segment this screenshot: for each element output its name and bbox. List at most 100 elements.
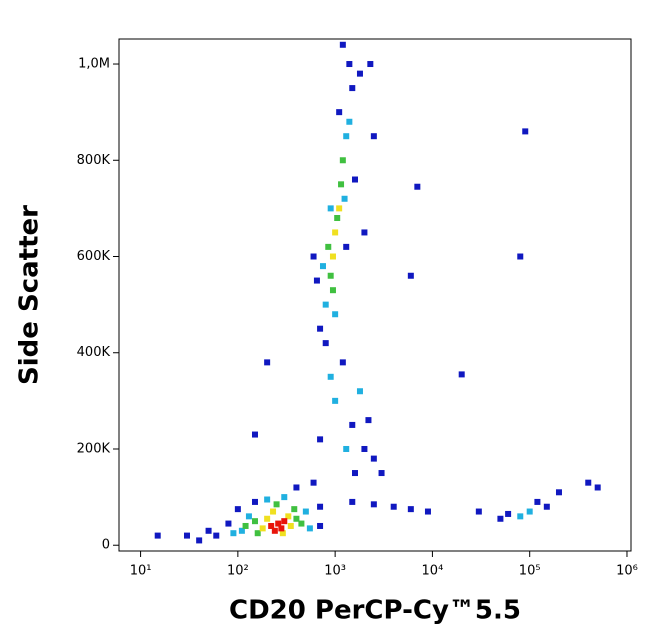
event-point xyxy=(327,205,334,212)
event-point xyxy=(298,520,305,527)
event-point xyxy=(370,501,377,508)
event-point xyxy=(213,532,220,539)
event-point xyxy=(517,253,524,260)
event-point xyxy=(339,157,346,164)
event-point xyxy=(534,498,541,505)
event-point xyxy=(251,498,258,505)
event-point xyxy=(254,530,261,537)
event-point xyxy=(407,506,414,513)
event-point xyxy=(332,397,339,404)
event-point xyxy=(526,508,533,515)
event-point xyxy=(407,272,414,279)
event-point xyxy=(390,503,397,510)
event-point xyxy=(279,530,286,537)
event-point xyxy=(293,484,300,491)
event-point xyxy=(343,243,350,250)
event-point xyxy=(225,520,232,527)
event-point xyxy=(497,515,504,522)
event-point xyxy=(264,359,271,366)
event-point xyxy=(322,340,329,347)
event-point xyxy=(264,515,271,522)
event-point xyxy=(273,501,280,508)
event-point xyxy=(338,181,345,188)
event-point xyxy=(361,445,368,452)
event-point xyxy=(458,371,465,378)
event-point xyxy=(346,61,353,68)
event-point xyxy=(522,128,529,135)
event-point xyxy=(594,484,601,491)
event-point xyxy=(351,470,358,477)
event-point xyxy=(196,537,203,544)
event-point xyxy=(356,70,363,77)
event-point xyxy=(293,515,300,522)
event-point xyxy=(343,133,350,140)
event-point xyxy=(271,527,278,534)
x-tick-label: 10³ xyxy=(324,564,346,579)
event-point xyxy=(341,195,348,202)
y-tick-label: 1,0M xyxy=(78,57,110,72)
event-point xyxy=(370,455,377,462)
event-point xyxy=(424,508,431,515)
event-point xyxy=(378,470,385,477)
event-point xyxy=(281,518,288,525)
event-point xyxy=(319,263,326,270)
y-axis-title: Side Scatter xyxy=(15,205,45,385)
event-point xyxy=(585,479,592,486)
event-point xyxy=(245,513,252,520)
y-tick-label: 600K xyxy=(77,249,111,264)
event-point xyxy=(327,373,334,380)
y-tick-label: 200K xyxy=(77,441,111,456)
event-point xyxy=(517,513,524,520)
event-point xyxy=(270,508,277,515)
event-point xyxy=(285,513,292,520)
event-point xyxy=(334,215,341,222)
event-point xyxy=(205,527,212,534)
event-point xyxy=(251,518,258,525)
event-point xyxy=(259,525,266,532)
event-point xyxy=(343,445,350,452)
event-point xyxy=(317,325,324,332)
event-point xyxy=(365,417,372,424)
plot-frame xyxy=(118,38,632,552)
event-point xyxy=(317,522,324,529)
x-axis-title: CD20 PerCP-Cy™5.5 xyxy=(229,596,521,626)
event-point xyxy=(313,277,320,284)
event-point xyxy=(349,421,356,428)
event-point xyxy=(287,522,294,529)
x-tick-label: 10¹ xyxy=(130,564,152,579)
event-point xyxy=(329,253,336,260)
event-point xyxy=(306,525,313,532)
event-point xyxy=(238,527,245,534)
event-point xyxy=(414,183,421,190)
x-tick-label: 10² xyxy=(227,564,249,579)
event-point xyxy=(351,176,358,183)
y-tick-label: 800K xyxy=(77,153,111,168)
event-point xyxy=(555,489,562,496)
event-point xyxy=(349,498,356,505)
event-point xyxy=(332,311,339,318)
event-point xyxy=(275,520,282,527)
event-point xyxy=(264,496,271,503)
x-tick-label: 10⁶ xyxy=(616,564,638,579)
event-point xyxy=(302,508,309,515)
y-tick-label: 400K xyxy=(77,345,111,360)
event-point xyxy=(281,494,288,501)
event-point xyxy=(242,522,249,529)
event-point xyxy=(367,61,374,68)
event-point xyxy=(183,532,190,539)
event-point xyxy=(346,118,353,125)
event-point xyxy=(291,506,298,513)
event-point xyxy=(251,431,258,438)
event-point xyxy=(349,85,356,92)
event-point xyxy=(339,41,346,48)
event-point xyxy=(317,503,324,510)
event-point xyxy=(336,109,343,116)
y-tick-label: 0 xyxy=(102,538,110,553)
event-point xyxy=(370,133,377,140)
event-point xyxy=(339,359,346,366)
event-point xyxy=(505,510,512,517)
x-tick-label: 10⁴ xyxy=(422,564,444,579)
event-point xyxy=(475,508,482,515)
event-point xyxy=(336,205,343,212)
